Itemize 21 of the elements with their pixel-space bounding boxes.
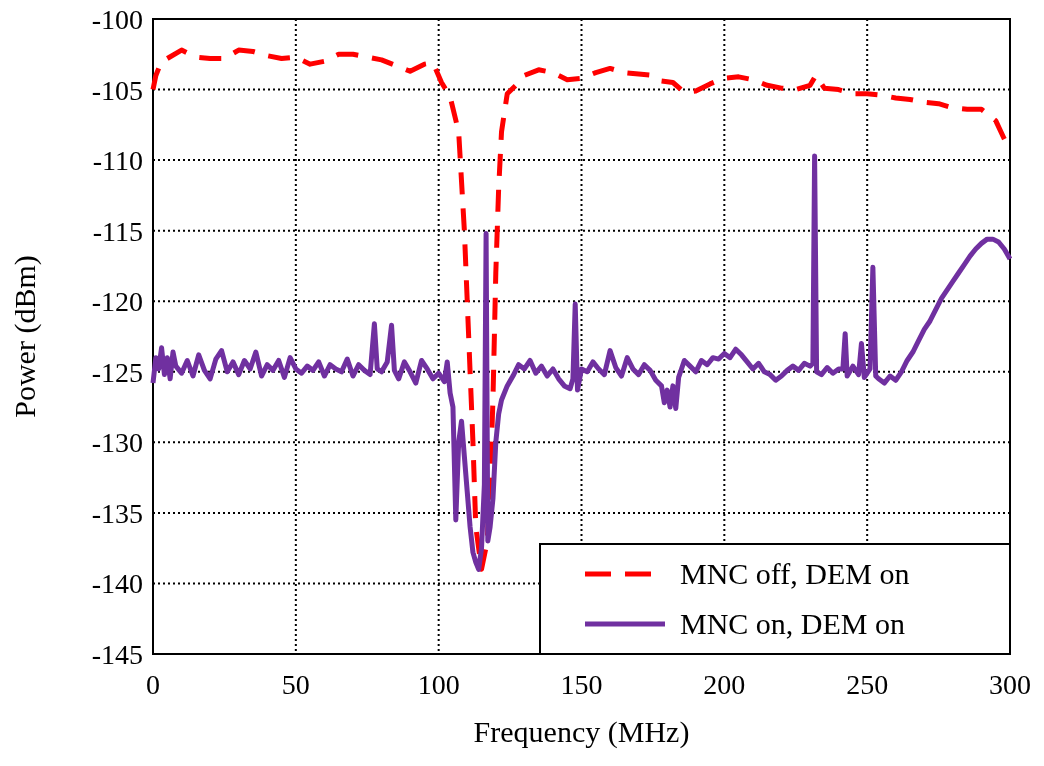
y-tick-label: -105 [91, 74, 143, 106]
y-tick-label: -100 [91, 4, 143, 35]
y-tick-label: -130 [91, 427, 143, 459]
y-tick-label: -110 [92, 145, 143, 177]
x-tick-label: 50 [281, 669, 310, 700]
y-tick-label: -145 [91, 639, 143, 670]
y-tick-label: -140 [91, 568, 143, 600]
x-tick-label: 200 [703, 669, 746, 700]
x-tick-label: 100 [417, 669, 460, 700]
y-tick-label: -120 [91, 286, 143, 318]
x-tick-label: 300 [989, 669, 1031, 700]
legend-label: MNC off, DEM on [680, 557, 910, 590]
y-axis-title: Power (dBm) [8, 255, 42, 418]
y-tick-label: -135 [91, 497, 143, 529]
y-tick-label: -125 [91, 356, 143, 388]
x-axis-title: Frequency (MHz) [473, 715, 690, 749]
x-tick-label: 0 [146, 669, 160, 700]
y-tick-label: -115 [92, 215, 143, 247]
legend-label: MNC on, DEM on [680, 607, 906, 640]
x-tick-label: 250 [846, 669, 889, 700]
x-tick-label: 150 [560, 669, 603, 700]
